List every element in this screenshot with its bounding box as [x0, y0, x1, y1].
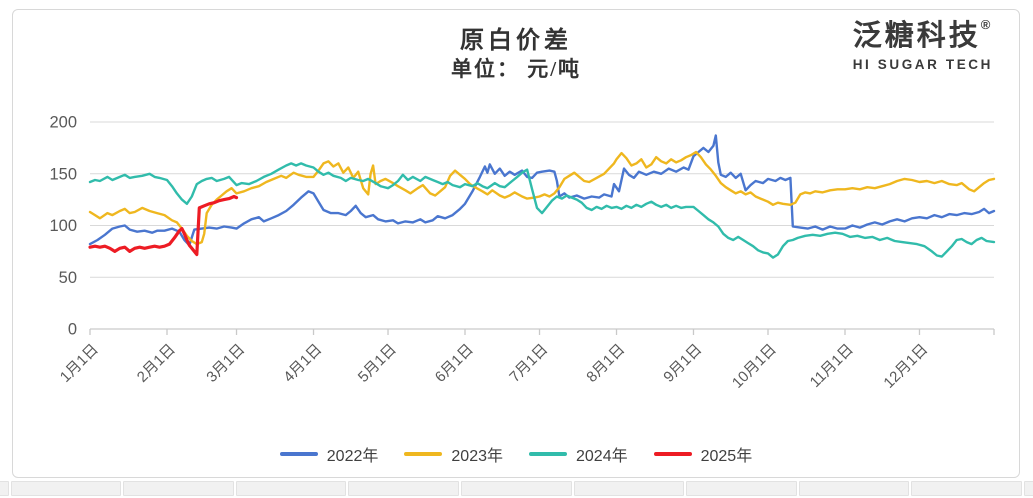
series-line-2023年 [88, 150, 996, 246]
legend-label: 2022年 [326, 448, 379, 465]
y-axis-label: 200 [49, 114, 77, 132]
company-logo: 泛糖科技® HI SUGAR TECH [852, 18, 993, 72]
x-axis-label: 6月1日 [432, 341, 477, 386]
x-axis-label: 9月1日 [660, 341, 705, 386]
x-axis-label: 11月1日 [807, 341, 857, 391]
x-axis-label: 10月1日 [729, 341, 780, 392]
table-cell [686, 481, 797, 496]
legend-item-2022年: 2022年 [279, 442, 379, 466]
x-axis-label: 4月1日 [280, 341, 325, 386]
line-chart: 0 50 100 150 200 1月1日 2月1日 3月1日 4月1日 5月1日 6月1日 7月1日… [49, 114, 996, 392]
table-cell [123, 481, 234, 496]
x-axis-label: 5月1日 [355, 341, 400, 386]
table-cell [911, 481, 1022, 496]
legend-swatch [404, 451, 443, 457]
table-cell [798, 481, 910, 496]
table-cell [235, 481, 347, 496]
y-axis-label: 50 [59, 269, 77, 287]
y-axis-label: 150 [49, 165, 77, 183]
table-cell [461, 481, 572, 496]
legend-swatch [529, 451, 567, 457]
legend-label: 2024年 [576, 448, 628, 465]
logo-en-text: HI SUGAR TECH [852, 57, 993, 72]
logo-cn-text: 泛糖科技 [852, 20, 981, 52]
legend-item-2024年: 2024年 [529, 442, 628, 466]
x-axis-label: 1月1日 [57, 341, 102, 386]
x-axis-label: 8月1日 [583, 341, 628, 386]
x-axis-label: 12月1日 [880, 341, 931, 392]
chart-legend: 2022年 2023年 2024年 2025年 [13, 443, 1019, 465]
x-axis-label: 7月1日 [506, 341, 551, 386]
series-line-2024年 [88, 162, 996, 259]
legend-label: 2023年 [451, 448, 503, 465]
y-axis-label: 0 [68, 321, 77, 339]
series-line-2025年 [88, 194, 239, 257]
registered-trademark-icon: ® [980, 17, 991, 32]
table-cell [1024, 481, 1033, 496]
table-cell [0, 481, 9, 496]
x-axis-label: 2月1日 [134, 341, 179, 386]
x-axis-label: 3月1日 [203, 341, 248, 386]
legend-swatch [279, 451, 318, 457]
legend-label: 2025年 [700, 448, 753, 465]
legend-item-2023年: 2023年 [404, 442, 503, 466]
table-cell [10, 481, 122, 496]
table-cell [348, 481, 459, 496]
chart-card: 原白价差 单位： 元/吨 泛糖科技® HI SUGAR TECH 0 50 100 1… [12, 9, 1020, 478]
legend-item-2025年: 2025年 [653, 442, 753, 466]
table-cell [573, 481, 685, 496]
table-strip [0, 481, 1033, 498]
legend-swatch [653, 451, 692, 457]
series-line-2022年 [88, 134, 996, 247]
y-axis-label: 100 [49, 217, 77, 235]
